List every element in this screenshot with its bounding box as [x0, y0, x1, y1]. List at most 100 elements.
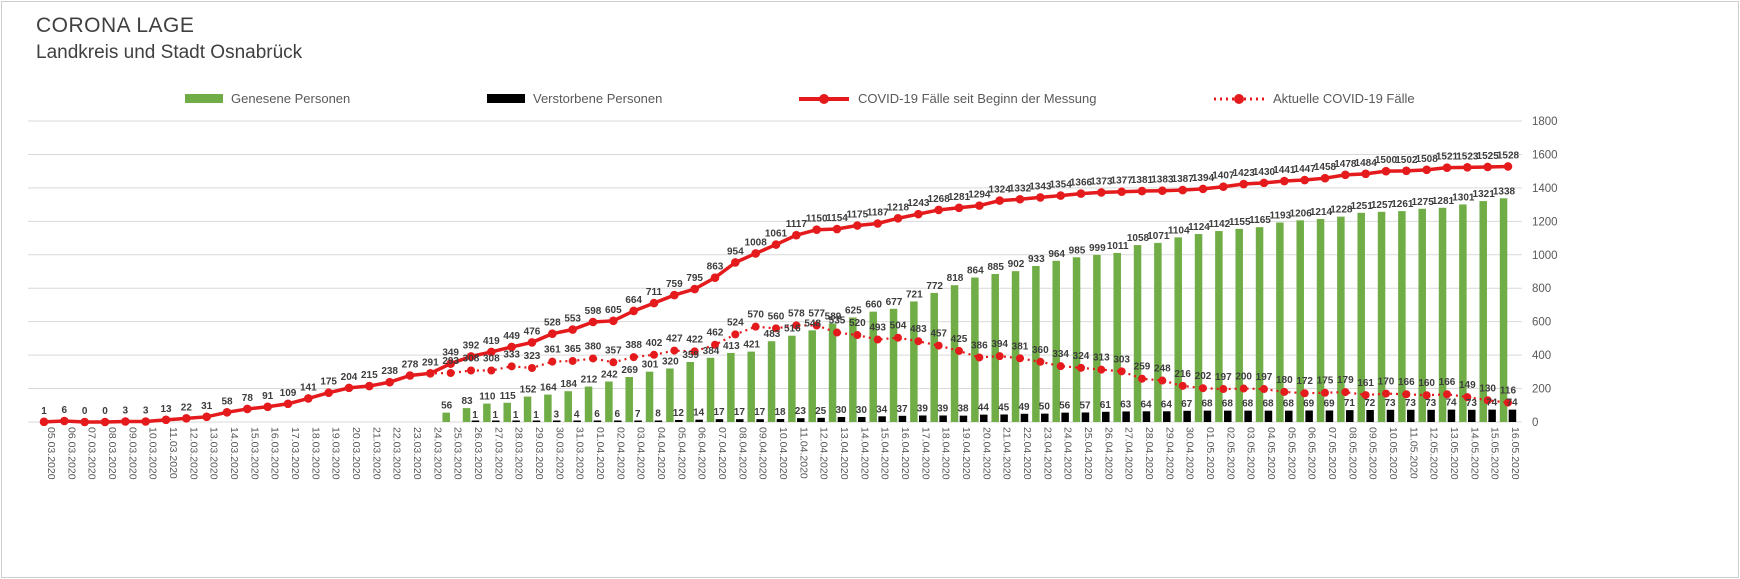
x-tick-label: 12.03.2020 — [187, 427, 199, 480]
x-tick-label: 13.03.2020 — [208, 427, 220, 480]
dotted-line-marker — [1117, 367, 1126, 376]
solid-line-marker — [385, 377, 394, 387]
label-genesene: 660 — [865, 300, 882, 311]
label-faelle-gesamt: 449 — [503, 331, 520, 342]
bar-genesene — [971, 277, 979, 422]
dotted-line-marker — [1097, 365, 1106, 374]
bar-genesene — [910, 301, 918, 422]
bar-verstorbene — [817, 417, 825, 422]
solid-line-marker — [1402, 166, 1411, 176]
label-aktuelle-faelle: 520 — [849, 318, 866, 329]
solid-line-marker — [80, 417, 89, 427]
label-faelle-gesamt: 22 — [181, 402, 193, 413]
x-tick-label: 07.04.2020 — [716, 427, 728, 480]
bar-genesene — [1194, 234, 1203, 422]
solid-line-marker — [60, 416, 69, 426]
label-faelle-gesamt: 1525 — [1477, 151, 1500, 162]
bar-verstorbene — [1427, 409, 1435, 422]
solid-line-marker — [39, 417, 49, 427]
solid-line-marker — [1361, 169, 1370, 179]
dotted-line-marker — [690, 347, 699, 356]
label-aktuelle-faelle: 402 — [646, 338, 663, 349]
solid-line-marker — [893, 214, 903, 223]
x-tick-label: 27.03.2020 — [492, 427, 504, 480]
label-faelle-gesamt: 1484 — [1355, 158, 1378, 169]
label-aktuelle-faelle: 577 — [808, 309, 825, 320]
bar-verstorbene — [614, 420, 622, 422]
label-aktuelle-faelle: 259 — [1134, 362, 1151, 373]
solid-line-marker — [771, 240, 781, 249]
label-faelle-gesamt: 109 — [280, 388, 297, 399]
label-verstorbene: 56 — [1059, 401, 1071, 412]
solid-line-marker — [1015, 194, 1025, 204]
x-tick-label: 03.04.2020 — [635, 427, 647, 480]
label-aktuelle-faelle: 386 — [971, 340, 988, 351]
label-aktuelle-faelle: 179 — [1337, 375, 1354, 386]
black-bar-swatch-icon — [487, 93, 525, 103]
line-faelle-gesamt — [39, 162, 1513, 427]
solid-line-marker — [710, 273, 720, 282]
solid-line-marker — [222, 408, 232, 417]
bar-genesene — [889, 308, 898, 422]
x-tick-label: 28.03.2020 — [513, 427, 525, 480]
label-aktuelle-faelle: 248 — [1154, 364, 1171, 375]
label-genesene: 483 — [764, 329, 781, 340]
x-tick-label: 06.04.2020 — [696, 427, 708, 480]
dotted-line-marker — [812, 321, 821, 330]
x-tick-label: 12.05.2020 — [1428, 427, 1440, 480]
x-tick-label: 17.04.2020 — [919, 427, 931, 480]
x-tick-label: 01.05.2020 — [1204, 427, 1216, 480]
label-genesene: 1155 — [1229, 217, 1251, 228]
label-aktuelle-faelle: 394 — [991, 339, 1008, 350]
label-faelle-gesamt: 1383 — [1151, 175, 1174, 186]
label-verstorbene: 68 — [1201, 399, 1213, 410]
label-aktuelle-faelle: 197 — [1215, 372, 1232, 383]
bar-verstorbene — [1163, 411, 1171, 422]
solid-line-marker — [324, 388, 333, 398]
legend-label: Verstorbene Personen — [533, 90, 663, 106]
solid-line-marker — [812, 225, 821, 234]
x-tick-label: 26.04.2020 — [1102, 427, 1114, 480]
label-aktuelle-faelle: 334 — [1052, 349, 1069, 360]
bar-genesene — [584, 386, 593, 422]
dotted-line-marker — [446, 369, 455, 378]
x-tick-label: 15.04.2020 — [879, 427, 891, 480]
y-tick-label: 1200 — [1532, 216, 1558, 228]
label-verstorbene: 17 — [713, 407, 725, 418]
label-aktuelle-faelle: 504 — [890, 321, 907, 332]
bar-genesene — [564, 391, 572, 422]
dotted-line-marker — [894, 333, 902, 342]
label-genesene: 83 — [461, 396, 473, 407]
label-faelle-gesamt: 1343 — [1029, 181, 1052, 192]
x-tick-label: 17.03.2020 — [289, 427, 301, 480]
bar-verstorbene — [959, 415, 968, 422]
y-tick-label: 1600 — [1532, 149, 1558, 161]
bar-verstorbene — [715, 419, 724, 422]
label-aktuelle-faelle: 361 — [544, 345, 561, 356]
bar-genesene — [808, 330, 816, 422]
solid-line-marker — [751, 249, 760, 258]
legend: Genesene Personen Verstorbene Personen C… — [0, 88, 1740, 108]
dotted-line-marker — [670, 346, 679, 355]
label-verstorbene: 39 — [917, 403, 929, 414]
dotted-line-marker — [934, 341, 943, 350]
x-tick-label: 26.03.2020 — [472, 427, 484, 480]
label-faelle-gesamt: 863 — [707, 262, 724, 273]
x-tick-label: 30.04.2020 — [1184, 427, 1196, 480]
label-genesene: 1104 — [1168, 225, 1190, 236]
solid-line-marker — [487, 347, 496, 357]
label-aktuelle-faelle: 357 — [605, 345, 622, 356]
solid-line-marker — [202, 412, 211, 422]
solid-line-marker — [792, 230, 801, 240]
label-faelle-gesamt: 1332 — [1009, 183, 1032, 194]
dotted-line-swatch-icon — [1213, 92, 1265, 104]
bar-genesene — [1093, 254, 1101, 422]
label-aktuelle-faelle: 560 — [768, 311, 785, 322]
label-genesene: 1338 — [1493, 186, 1516, 197]
x-tick-label: 02.05.2020 — [1224, 427, 1236, 480]
label-verstorbene: 73 — [1405, 398, 1417, 409]
dotted-line-marker — [1239, 384, 1248, 393]
label-verstorbene: 68 — [1242, 399, 1254, 410]
label-faelle-gesamt: 238 — [381, 366, 398, 377]
label-verstorbene: 1 — [513, 410, 519, 421]
